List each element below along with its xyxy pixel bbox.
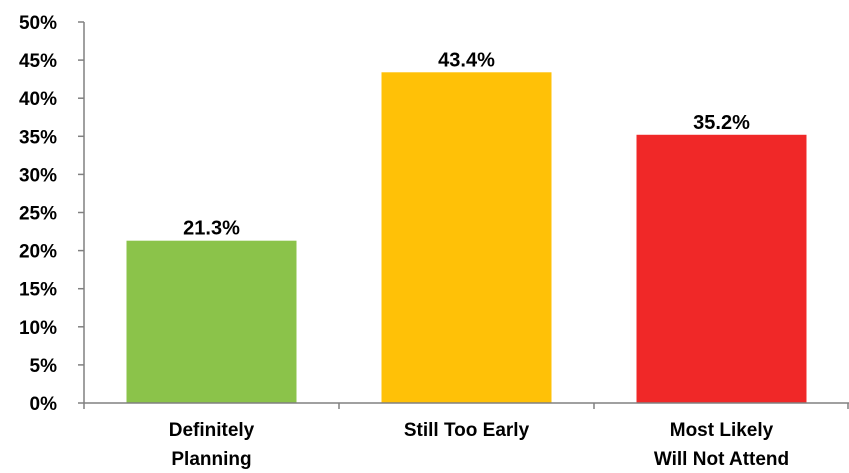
y-tick-label: 25%: [19, 204, 57, 225]
x-axis-category-labels: Definitely Planning Still Too Early Most Li…: [169, 420, 789, 470]
y-tick-label: 20%: [19, 242, 57, 263]
y-tick-label: 5%: [30, 356, 58, 377]
y-tick-label: 15%: [19, 280, 57, 301]
data-label: 43.4%: [438, 49, 495, 71]
data-labels-group: 21.3% 43.4% 35.2%: [183, 49, 750, 239]
y-tick-label: 45%: [19, 51, 57, 72]
category-label: Definitely: [169, 420, 255, 441]
y-tick-label: 0%: [30, 394, 58, 415]
category-label: Most Likely: [670, 420, 774, 441]
bar: [636, 134, 807, 403]
y-tick-label: 40%: [19, 89, 57, 110]
data-label: 21.3%: [183, 218, 240, 240]
axes-group: [78, 21, 849, 409]
bars-group: [126, 72, 807, 404]
bar: [381, 72, 552, 404]
y-tick-label: 30%: [19, 165, 57, 186]
data-label: 35.2%: [693, 112, 750, 134]
y-tick-label: 10%: [19, 318, 57, 339]
bar: [126, 240, 297, 403]
category-label: Planning: [171, 449, 251, 470]
y-axis-tick-labels: 0% 5% 10% 15% 20% 25% 30% 35% 40% 45% 50%: [19, 13, 57, 415]
y-tick-label: 50%: [19, 13, 57, 34]
y-tick-label: 35%: [19, 127, 57, 148]
category-label: Will Not Attend: [654, 449, 789, 470]
category-label: Still Too Early: [404, 420, 530, 441]
